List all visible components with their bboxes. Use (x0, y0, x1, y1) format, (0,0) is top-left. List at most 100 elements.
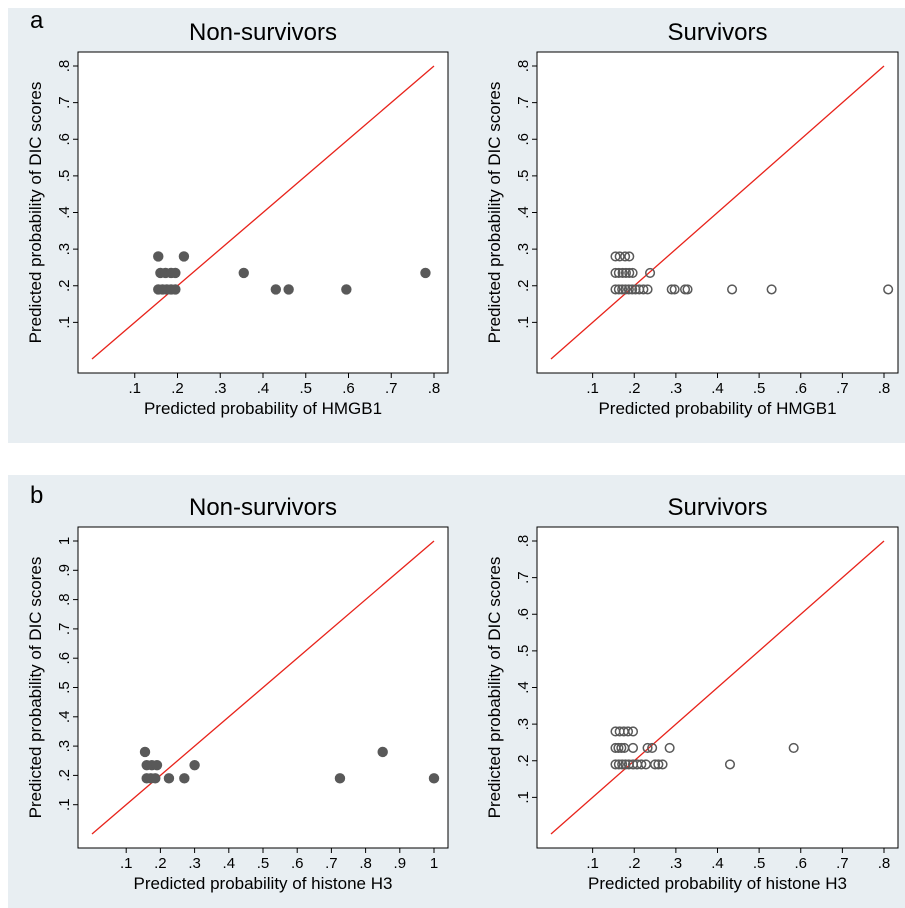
data-point (179, 773, 190, 784)
data-point (613, 742, 624, 753)
data-point (377, 746, 388, 758)
data-point (613, 284, 624, 295)
x-tick-label: .3 (670, 855, 683, 872)
scatter-plot-2: Survivors Predicted probability of HMGB1 P… (485, 19, 899, 418)
chart-title: Non-survivors (189, 494, 337, 521)
y-tick-label: .3 (56, 740, 73, 753)
data-point (617, 759, 628, 770)
x-tick-label: .1 (120, 855, 133, 872)
data-point (620, 284, 631, 295)
x-tick-label: .2 (171, 380, 184, 397)
data-point (620, 267, 631, 278)
x-tick-label: .6 (342, 380, 355, 397)
y-tick-label: .6 (56, 133, 73, 146)
y-tick-label: .1 (56, 316, 73, 329)
x-tick-label: .7 (836, 380, 849, 397)
data-point (178, 251, 190, 262)
y-tick-label: .9 (56, 564, 73, 577)
x-axis-label: Predicted probability of histone H3 (588, 874, 847, 893)
reference-line (550, 540, 885, 835)
y-tick-label: .7 (515, 96, 532, 109)
data-point (620, 759, 631, 770)
x-tick-label: .4 (257, 380, 270, 397)
x-tick-label: .7 (385, 380, 398, 397)
data-point (622, 726, 634, 737)
y-tick-label: .4 (515, 206, 532, 219)
data-point (636, 759, 647, 770)
x-tick-label: .4 (223, 855, 236, 872)
data-point (624, 251, 635, 262)
x-axis-label: Predicted probability of HMGB1 (144, 399, 382, 418)
y-tick-label: .5 (515, 645, 532, 658)
x-tick-label: .2 (154, 855, 167, 872)
data-point (627, 742, 639, 753)
y-tick-label: .6 (515, 133, 532, 146)
data-point (650, 759, 661, 770)
y-tick-label: .1 (56, 798, 73, 811)
data-point (153, 251, 164, 262)
data-point (627, 267, 638, 278)
x-tick-label: .5 (753, 380, 766, 397)
x-tick-label: .4 (711, 855, 724, 872)
y-tick-label: .7 (56, 96, 73, 109)
data-point (682, 284, 693, 295)
y-tick-label: .5 (56, 170, 73, 183)
x-tick-label: .3 (670, 380, 683, 397)
scatter-plot-1: Non-survivors Predicted probability of HM… (26, 19, 449, 418)
data-point (766, 284, 777, 295)
panel-label-a: a (30, 7, 44, 34)
scatter-plot-3: Non-survivors Predicted probability of hi… (26, 494, 449, 893)
y-tick-label: .1 (515, 316, 532, 329)
panel-label-b: b (30, 482, 43, 509)
y-tick-label: .8 (56, 60, 73, 73)
data-point (238, 267, 249, 279)
data-point (638, 284, 649, 295)
y-tick-label: .6 (515, 608, 532, 621)
y-axis-label: Predicted probability of DIC scores (26, 82, 45, 344)
x-tick-label: .7 (325, 855, 338, 872)
data-point (653, 759, 664, 770)
data-point (647, 742, 658, 753)
x-tick-label: .8 (878, 855, 891, 872)
scatter-plot-4: Survivors Predicted probability of histon… (485, 494, 899, 893)
data-point (334, 773, 346, 784)
reference-line (550, 65, 885, 360)
y-tick-label: 1 (56, 537, 73, 545)
data-point (657, 759, 668, 770)
data-point (642, 284, 653, 295)
data-point (150, 773, 161, 784)
data-point (428, 773, 440, 784)
data-point (189, 759, 200, 771)
x-tick-label: .3 (188, 855, 201, 872)
x-tick-label: .4 (711, 380, 724, 397)
x-tick-label: .5 (753, 855, 766, 872)
y-tick-label: .2 (56, 279, 73, 292)
data-point (617, 284, 628, 295)
data-point (170, 284, 181, 295)
x-tick-label: .6 (794, 380, 807, 397)
y-axis-label: Predicted probability of DIC scores (26, 557, 45, 819)
data-point (610, 251, 621, 262)
data-point (645, 267, 656, 278)
x-tick-label: .7 (836, 855, 849, 872)
x-tick-label: .1 (586, 380, 599, 397)
data-point (724, 759, 736, 770)
x-tick-label: .9 (394, 855, 407, 872)
data-point (610, 267, 621, 278)
reference-line (91, 65, 435, 360)
x-tick-label: .2 (628, 855, 641, 872)
y-tick-label: .3 (515, 718, 532, 731)
y-tick-label: .3 (56, 243, 73, 256)
y-tick-label: .6 (56, 652, 73, 665)
y-tick-label: .3 (515, 243, 532, 256)
y-tick-label: .5 (515, 170, 532, 183)
data-point (627, 284, 638, 295)
x-tick-label: .8 (878, 380, 891, 397)
data-point (151, 759, 163, 771)
data-point (283, 284, 294, 295)
data-point (642, 742, 653, 753)
data-point (620, 251, 631, 262)
data-point (666, 284, 677, 295)
x-axis-label: Predicted probability of HMGB1 (598, 399, 836, 418)
